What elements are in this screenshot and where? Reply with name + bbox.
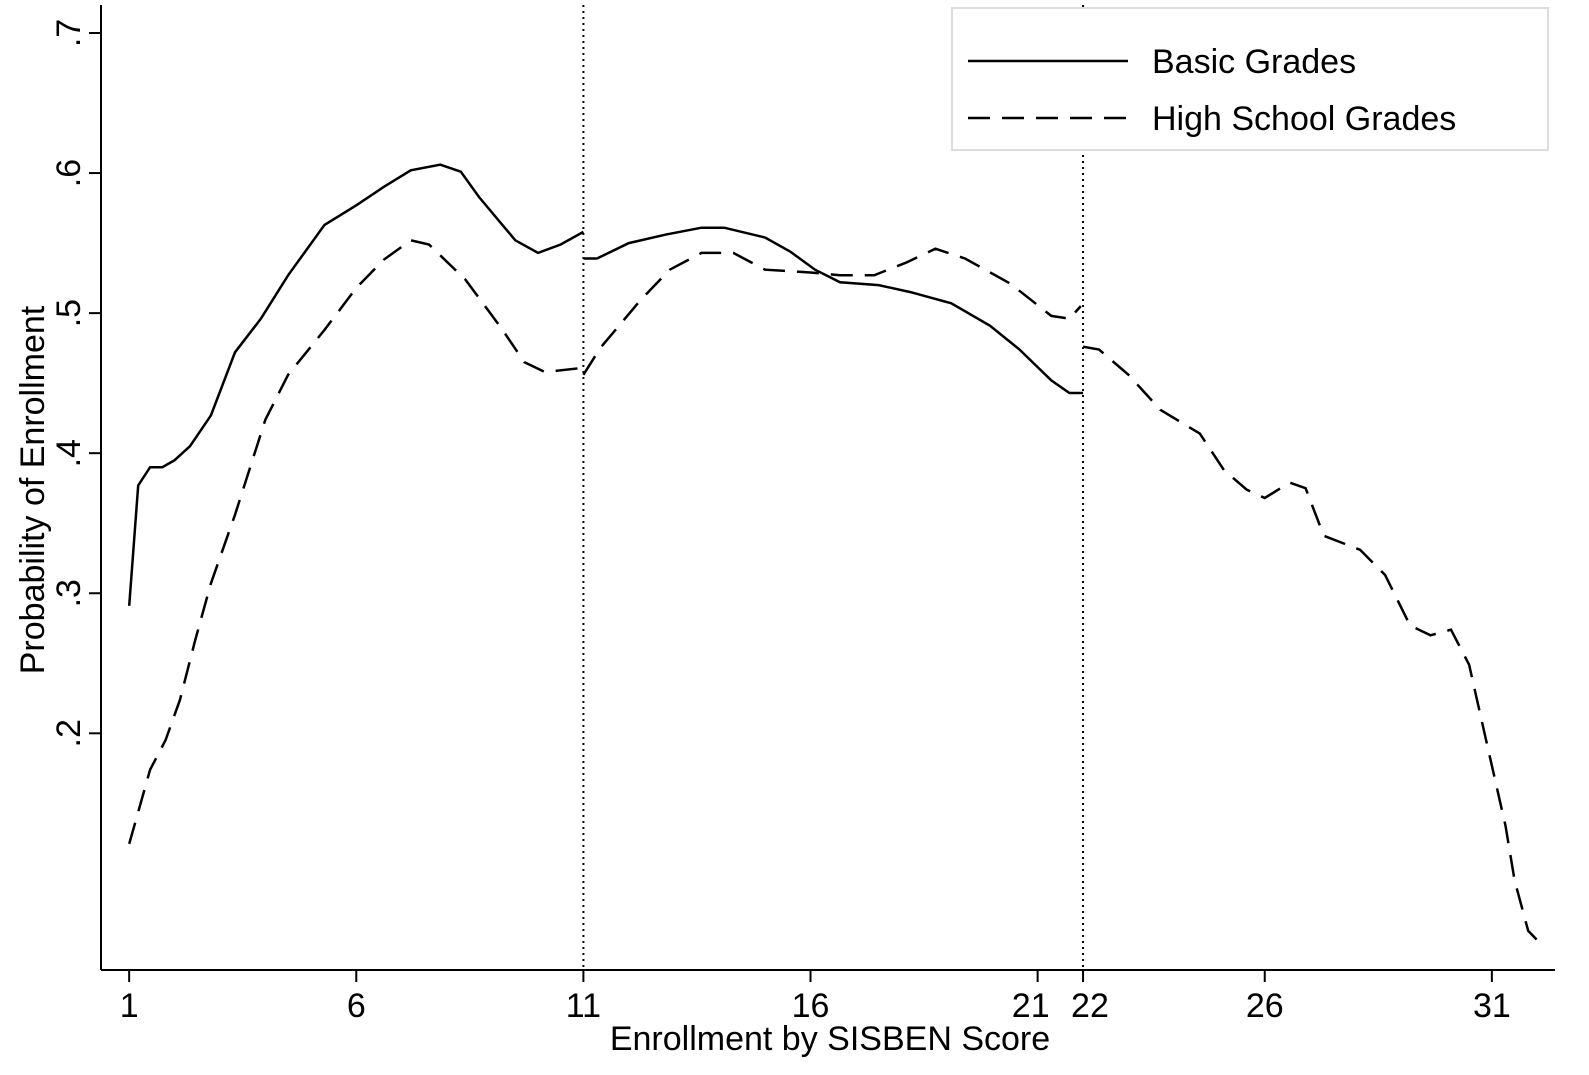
series-line <box>127 238 1543 946</box>
y-tick-label: .5 <box>50 299 88 327</box>
x-tick-label: 6 <box>347 987 366 1025</box>
y-tick-label: .6 <box>50 159 88 187</box>
legend-box <box>951 7 1549 151</box>
y-tick-label: .2 <box>50 719 88 747</box>
series-line <box>127 163 1084 606</box>
x-axis-label: Enrollment by SISBEN Score <box>610 1020 1050 1058</box>
legend-label: Basic Grades <box>1152 43 1356 81</box>
y-tick-label: .4 <box>50 439 88 467</box>
x-tick-label: 16 <box>792 987 830 1025</box>
y-axis-label: Probability of Enrollment <box>14 305 52 674</box>
x-tick-label: 11 <box>566 987 601 1025</box>
x-tick-label: 26 <box>1246 987 1284 1025</box>
x-tick-label: 21 <box>1012 987 1050 1025</box>
x-tick-label: 22 <box>1071 987 1109 1025</box>
legend-label: High School Grades <box>1152 100 1456 138</box>
y-tick-label: .7 <box>50 19 88 47</box>
y-tick-label: .3 <box>50 579 88 607</box>
x-tick-label: 1 <box>120 987 139 1025</box>
x-tick-label: 31 <box>1473 987 1511 1025</box>
